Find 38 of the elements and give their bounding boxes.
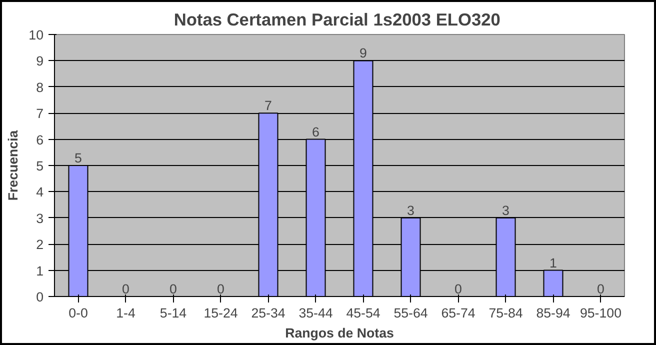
data-label: 0	[597, 282, 604, 296]
x-tick-label: 75-84	[488, 306, 524, 320]
data-label: 0	[170, 282, 177, 296]
data-label: 9	[360, 46, 367, 61]
x-tick-label: 1-4	[116, 306, 136, 320]
data-label: 6	[312, 124, 320, 140]
y-tick-label: 3	[36, 210, 44, 226]
chart-title: Notas Certamen Parcial 1s2003 ELO320	[174, 10, 500, 30]
x-tick-label: 5-14	[160, 306, 188, 320]
x-tick-label: 0-0	[68, 306, 88, 320]
data-label: 0	[122, 282, 130, 296]
data-label: 7	[264, 98, 272, 114]
y-tick-label: 1	[36, 263, 44, 278]
x-tick-label: 95-100	[580, 306, 622, 320]
y-tick-label: 5	[36, 158, 44, 174]
data-label: 0	[217, 282, 224, 296]
data-label: 0	[454, 282, 462, 296]
data-label: 1	[550, 255, 557, 270]
y-tick-label: 6	[36, 132, 44, 148]
x-tick-label: 35-44	[298, 306, 334, 320]
y-tick-label: 4	[36, 184, 44, 200]
y-tick-label: 7	[36, 106, 44, 122]
x-tick-label: 25-34	[251, 306, 286, 320]
x-tick-label: 15-24	[204, 306, 238, 320]
data-label: 3	[502, 202, 510, 218]
x-tick-label: 65-74	[441, 306, 476, 320]
y-tick-label: 0	[36, 290, 44, 304]
y-tick-label: 8	[36, 80, 44, 95]
y-tick-label: 2	[36, 237, 44, 252]
x-tick-label: 45-54	[346, 306, 381, 320]
data-label: 3	[407, 202, 414, 218]
x-tick-label: 55-64	[394, 306, 428, 320]
data-label: 5	[74, 150, 82, 166]
y-tick-label: 9	[36, 54, 44, 69]
x-axis-title: Rangos de Notas	[285, 326, 394, 340]
x-tick-label: 85-94	[536, 306, 571, 320]
y-axis-title: Frecuencia	[6, 130, 21, 201]
y-tick-label: 10	[28, 28, 44, 42]
